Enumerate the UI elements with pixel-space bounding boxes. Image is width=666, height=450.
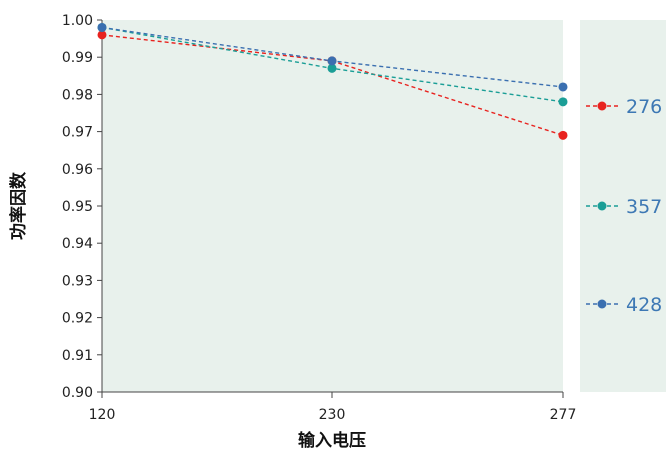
y-tick-label: 0.98 <box>62 87 93 103</box>
data-point-428 <box>558 82 568 92</box>
y-axis-title: 功率因数 <box>8 171 29 240</box>
legend: 276 357 428 <box>586 96 662 316</box>
plot-background <box>102 20 563 392</box>
data-point-357 <box>327 63 337 73</box>
y-tick-label: 0.97 <box>62 125 93 141</box>
y-tick-label: 0.92 <box>62 311 93 327</box>
data-point-357 <box>558 97 568 107</box>
y-tick-label: 0.99 <box>62 50 93 66</box>
data-point-276 <box>97 30 107 40</box>
x-axis-title: 输入电压 <box>298 430 366 450</box>
legend-label-428: 428 <box>626 294 662 316</box>
x-tick-label: 277 <box>550 407 577 423</box>
y-tick-label: 0.95 <box>62 199 93 215</box>
data-point-428 <box>97 22 107 32</box>
series-layer <box>97 22 568 140</box>
legend-swatch-marker <box>597 201 607 211</box>
x-tick-label: 120 <box>89 407 116 423</box>
legend-label-276: 276 <box>626 96 662 118</box>
legend-swatch-marker <box>597 101 607 111</box>
y-tick-label: 0.94 <box>62 236 93 252</box>
y-tick-label: 0.90 <box>62 385 93 401</box>
x-axis-ticks: 120 230 277 <box>89 392 577 423</box>
y-tick-label: 0.93 <box>62 273 93 289</box>
y-tick-label: 0.96 <box>62 162 93 178</box>
legend-label-357: 357 <box>626 196 662 218</box>
y-tick-label: 1.00 <box>62 13 93 29</box>
data-point-276 <box>558 130 568 140</box>
legend-swatch-marker <box>597 299 607 309</box>
y-axis-ticks: 0.90 0.91 0.92 0.93 0.94 0.95 0.96 0.97 0.98 0.99… <box>62 13 102 401</box>
y-tick-label: 0.91 <box>62 348 93 364</box>
x-tick-label: 230 <box>319 407 346 423</box>
data-point-428 <box>327 56 337 66</box>
